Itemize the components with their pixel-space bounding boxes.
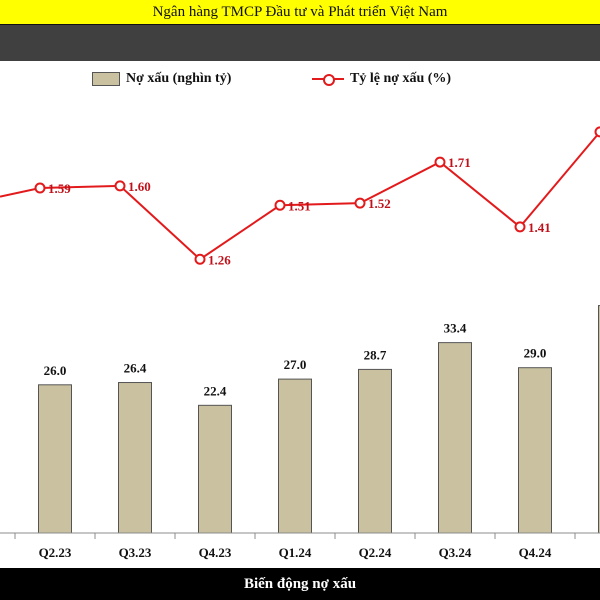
line-value-label: 1.51 — [288, 198, 311, 213]
bar-value-label: 33.4 — [444, 321, 467, 336]
line-value-label: 1.26 — [208, 252, 231, 267]
bar-value-label: 26.0 — [44, 363, 67, 378]
x-tick-label: Q2.24 — [359, 545, 392, 560]
line-point-Q3.24 — [434, 156, 446, 168]
line-point-Q2.24 — [354, 197, 366, 209]
chart-caption: Biến động nợ xấu — [243, 575, 357, 592]
line-value-label: 1.41 — [528, 220, 551, 235]
line-point-Q4.23 — [194, 253, 206, 265]
line-value-label: 1.71 — [448, 155, 471, 170]
line-value-label: 1.60 — [128, 179, 151, 194]
bar-value-label: 26.4 — [124, 361, 147, 376]
bar-value-label: 29.0 — [524, 346, 547, 361]
line-point-Q2.23 — [34, 182, 46, 194]
line-point-Q1.24 — [274, 199, 286, 211]
legend-line-swatch — [312, 73, 344, 86]
chart-legend: Nợ xấu (nghìn tỷ) Tỷ lệ nợ xấu (%) — [0, 68, 600, 94]
x-tick-label: Q4.24 — [519, 545, 552, 560]
x-tick-label: Q3.24 — [439, 545, 472, 560]
legend-item-bar: Nợ xấu (nghìn tỷ) — [92, 71, 231, 87]
line-value-label: 1.52 — [368, 196, 391, 211]
bar-Q1.25 — [598, 305, 600, 534]
legend-bar-swatch — [92, 72, 120, 86]
line-point-Q4.24 — [514, 221, 526, 233]
bar-Q4.23 — [198, 404, 232, 534]
line-point-Q3.23 — [114, 180, 126, 192]
line-layer — [0, 126, 600, 265]
bar-Q4.24 — [518, 367, 552, 534]
x-tick-label: Q2.23 — [39, 545, 72, 560]
bar-value-label: 28.7 — [364, 347, 387, 362]
chart-caption-bar: Biến động nợ xấu — [0, 568, 600, 600]
legend-bar-label: Nợ xấu (nghìn tỷ) — [126, 71, 232, 86]
labels-layer: 26.026.422.427.028.733.429.039.91.591.60… — [44, 155, 551, 398]
legend-line-label: Tỷ lệ nợ xấu (%) — [350, 71, 452, 86]
bar-Q2.23 — [38, 384, 72, 534]
x-tick-label: Q4.23 — [199, 545, 232, 560]
bar-Q3.24 — [438, 342, 472, 534]
bars-layer — [38, 305, 600, 534]
bar-Q3.23 — [118, 382, 152, 534]
x-tick-label: Q1.24 — [279, 545, 312, 560]
x-tick-label: Q3.23 — [119, 545, 152, 560]
npl-ratio-line — [0, 131, 600, 261]
bank-name-banner: Ngân hàng TMCP Đầu tư và Phát triển Việt… — [0, 0, 600, 25]
bar-Q2.24 — [358, 368, 392, 534]
line-point-Q1.25 — [594, 126, 600, 138]
header-dark-band — [0, 25, 600, 61]
bar-value-label: 27.0 — [284, 357, 307, 372]
npl-chart: 26.026.422.427.028.733.429.039.91.591.60… — [0, 126, 600, 560]
bar-Q1.24 — [278, 378, 312, 534]
line-value-label: 1.59 — [48, 181, 71, 196]
bar-value-label: 22.4 — [204, 383, 227, 398]
bank-name: Ngân hàng TMCP Đầu tư và Phát triển Việt… — [152, 3, 448, 20]
legend-item-line: Tỷ lệ nợ xấu (%) — [312, 71, 451, 87]
